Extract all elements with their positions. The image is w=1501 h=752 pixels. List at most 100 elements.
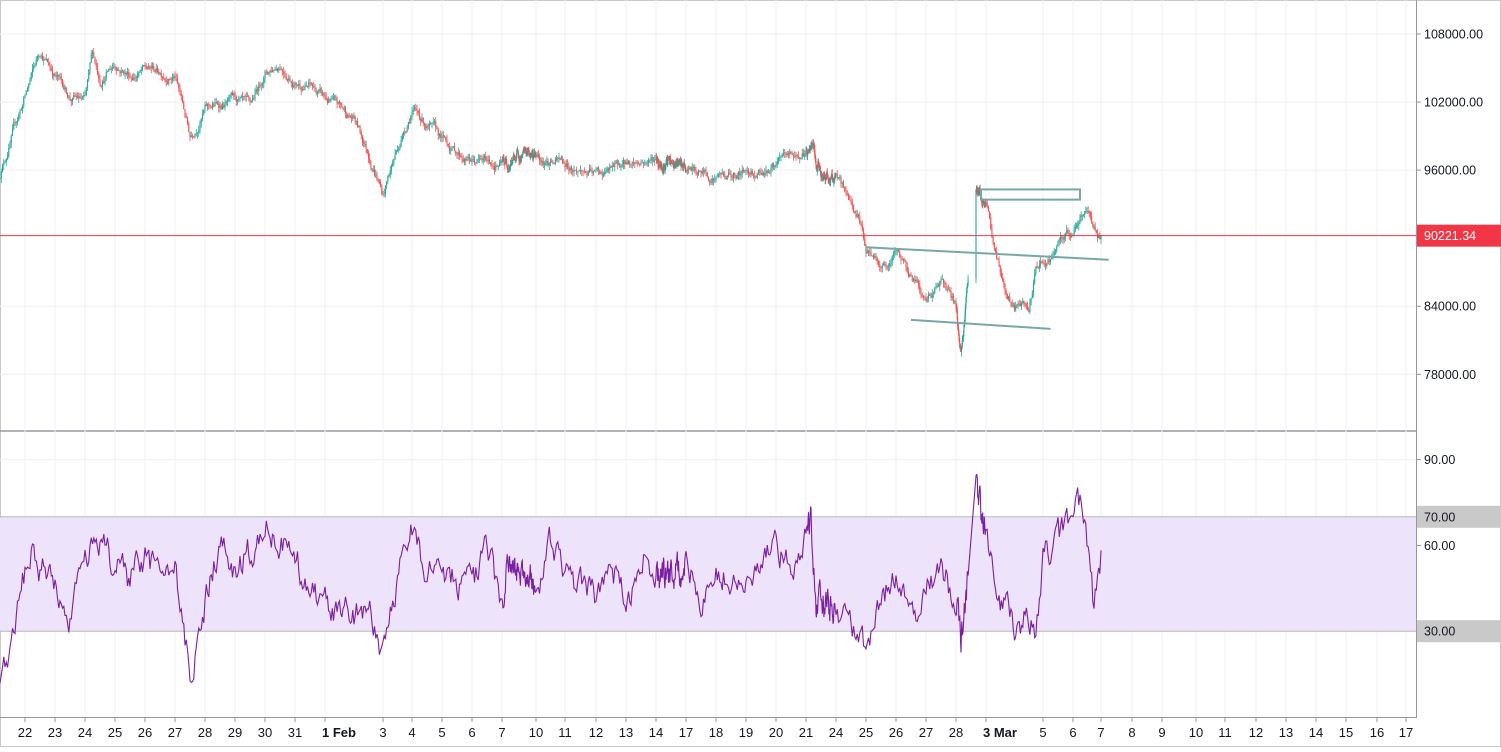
time-tick-label: 4: [408, 725, 415, 740]
candle: [423, 122, 426, 131]
candle: [275, 64, 277, 72]
candle: [104, 75, 106, 86]
candle: [639, 162, 641, 168]
candle: [649, 159, 651, 164]
candle: [141, 64, 144, 72]
candle: [279, 63, 281, 71]
candle: [473, 155, 476, 165]
candle: [126, 67, 129, 80]
candle: [364, 139, 366, 148]
candle: [997, 258, 999, 260]
candle: [1021, 301, 1023, 310]
candle: [94, 56, 96, 65]
candle: [286, 78, 289, 83]
candle: [51, 66, 54, 80]
candle: [135, 75, 137, 82]
time-tick-label: 14: [649, 725, 663, 740]
candle: [129, 72, 131, 79]
candle: [795, 152, 797, 161]
candle: [799, 156, 801, 164]
time-tick-label: 30: [258, 725, 272, 740]
candle: [904, 257, 906, 263]
candle: [828, 177, 830, 186]
candle: [757, 169, 760, 176]
candle: [700, 170, 702, 178]
candle: [932, 291, 935, 298]
candle: [572, 168, 574, 177]
candle: [55, 71, 57, 81]
candle: [81, 95, 84, 100]
candle: [250, 99, 252, 104]
candle: [745, 168, 747, 176]
candle: [658, 158, 660, 170]
candle: [209, 104, 211, 109]
candle: [388, 173, 390, 178]
candle: [1069, 232, 1072, 241]
rsi-axis[interactable]: 90.00 60.00 70.00 30.00: [1416, 453, 1501, 643]
time-tick-label: 26: [889, 725, 903, 740]
rsi-tick-label: 60.00: [1424, 539, 1455, 553]
candle: [266, 70, 269, 76]
trendline-lower[interactable]: [910, 318, 1051, 330]
candle: [734, 172, 736, 179]
trendline-upper[interactable]: [865, 246, 1109, 261]
candle: [987, 205, 989, 212]
candle: [860, 220, 862, 227]
candle: [729, 168, 731, 175]
candle: [354, 115, 356, 125]
candle: [400, 135, 402, 148]
candle: [353, 112, 355, 119]
candle: [651, 154, 653, 167]
candle: [401, 133, 403, 142]
candle: [472, 154, 474, 163]
candle: [869, 247, 871, 257]
candle: [294, 81, 296, 90]
candle: [739, 167, 741, 180]
candle: [854, 210, 856, 214]
candle: [358, 125, 360, 128]
price-axis[interactable]: 108000.00 102000.00 96000.00 84000.00 78000.…: [1416, 28, 1483, 382]
candle: [994, 248, 997, 254]
candle: [230, 91, 232, 99]
time-tick-label: 27: [919, 725, 933, 740]
candle: [10, 134, 12, 149]
candle: [208, 102, 210, 110]
candle: [657, 156, 659, 164]
candle: [260, 82, 262, 91]
candle: [348, 112, 350, 119]
candle: [528, 146, 530, 158]
candle: [664, 164, 666, 171]
time-axis[interactable]: 22 23 24 25 26 27 28 29 30 31 1 Feb 3 4 5 6 7 10 11 12 13 14…: [18, 717, 1413, 740]
candle: [180, 89, 182, 101]
candle: [610, 165, 612, 168]
candle: [537, 149, 539, 159]
candle: [594, 169, 596, 172]
candle: [612, 162, 615, 168]
candle: [926, 296, 928, 303]
candle: [283, 66, 285, 80]
candle: [110, 66, 112, 74]
candle: [601, 169, 603, 181]
candle: [1003, 277, 1005, 289]
candle: [220, 103, 222, 111]
candle: [711, 174, 713, 186]
candle: [706, 172, 708, 179]
candle: [916, 276, 918, 283]
candle: [736, 172, 738, 180]
candle: [709, 179, 711, 187]
candle: [963, 325, 965, 337]
candle: [131, 73, 134, 81]
candle: [23, 96, 25, 109]
candle: [1038, 260, 1040, 272]
candle: [336, 96, 338, 109]
time-tick-label: 7: [1097, 725, 1104, 740]
candle: [329, 98, 331, 103]
candle: [750, 168, 752, 178]
candle: [573, 165, 575, 177]
rectangle-drawing[interactable]: [980, 188, 1081, 201]
candle: [689, 166, 691, 170]
candle: [78, 92, 80, 104]
candle: [491, 159, 493, 169]
drawings[interactable]: [865, 188, 1109, 330]
